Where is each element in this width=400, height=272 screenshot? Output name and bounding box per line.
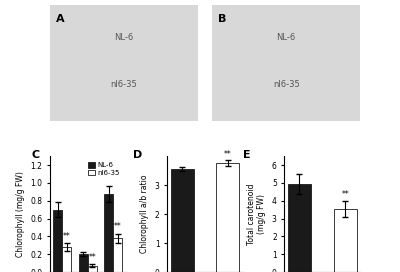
Bar xyxy=(104,194,113,272)
Y-axis label: Total carotenoid
(mg/g FW): Total carotenoid (mg/g FW) xyxy=(247,183,266,245)
Text: NL-6: NL-6 xyxy=(276,33,296,42)
Bar xyxy=(288,184,311,272)
Text: C: C xyxy=(31,150,39,160)
Text: **: ** xyxy=(63,232,71,241)
Bar xyxy=(79,254,88,272)
Bar xyxy=(216,163,239,272)
Text: E: E xyxy=(243,150,250,160)
Bar xyxy=(54,210,62,272)
Y-axis label: Chlorophyll (mg/g FW): Chlorophyll (mg/g FW) xyxy=(16,171,25,257)
Text: nl6-35: nl6-35 xyxy=(110,80,137,89)
Bar xyxy=(334,209,356,272)
Text: **: ** xyxy=(88,253,96,262)
Text: **: ** xyxy=(114,222,122,231)
Text: **: ** xyxy=(341,190,349,199)
Text: D: D xyxy=(133,150,142,160)
Text: B: B xyxy=(218,14,227,24)
Text: A: A xyxy=(56,14,64,24)
Bar xyxy=(62,247,71,272)
Text: nl6-35: nl6-35 xyxy=(273,80,300,89)
Bar xyxy=(171,169,194,272)
Bar xyxy=(88,266,97,272)
Bar xyxy=(113,238,122,272)
Text: NL-6: NL-6 xyxy=(114,33,134,42)
Text: **: ** xyxy=(224,150,232,159)
Y-axis label: Chlorophyll a/b ratio: Chlorophyll a/b ratio xyxy=(140,175,149,253)
Legend: NL-6, nl6-35: NL-6, nl6-35 xyxy=(85,160,122,179)
